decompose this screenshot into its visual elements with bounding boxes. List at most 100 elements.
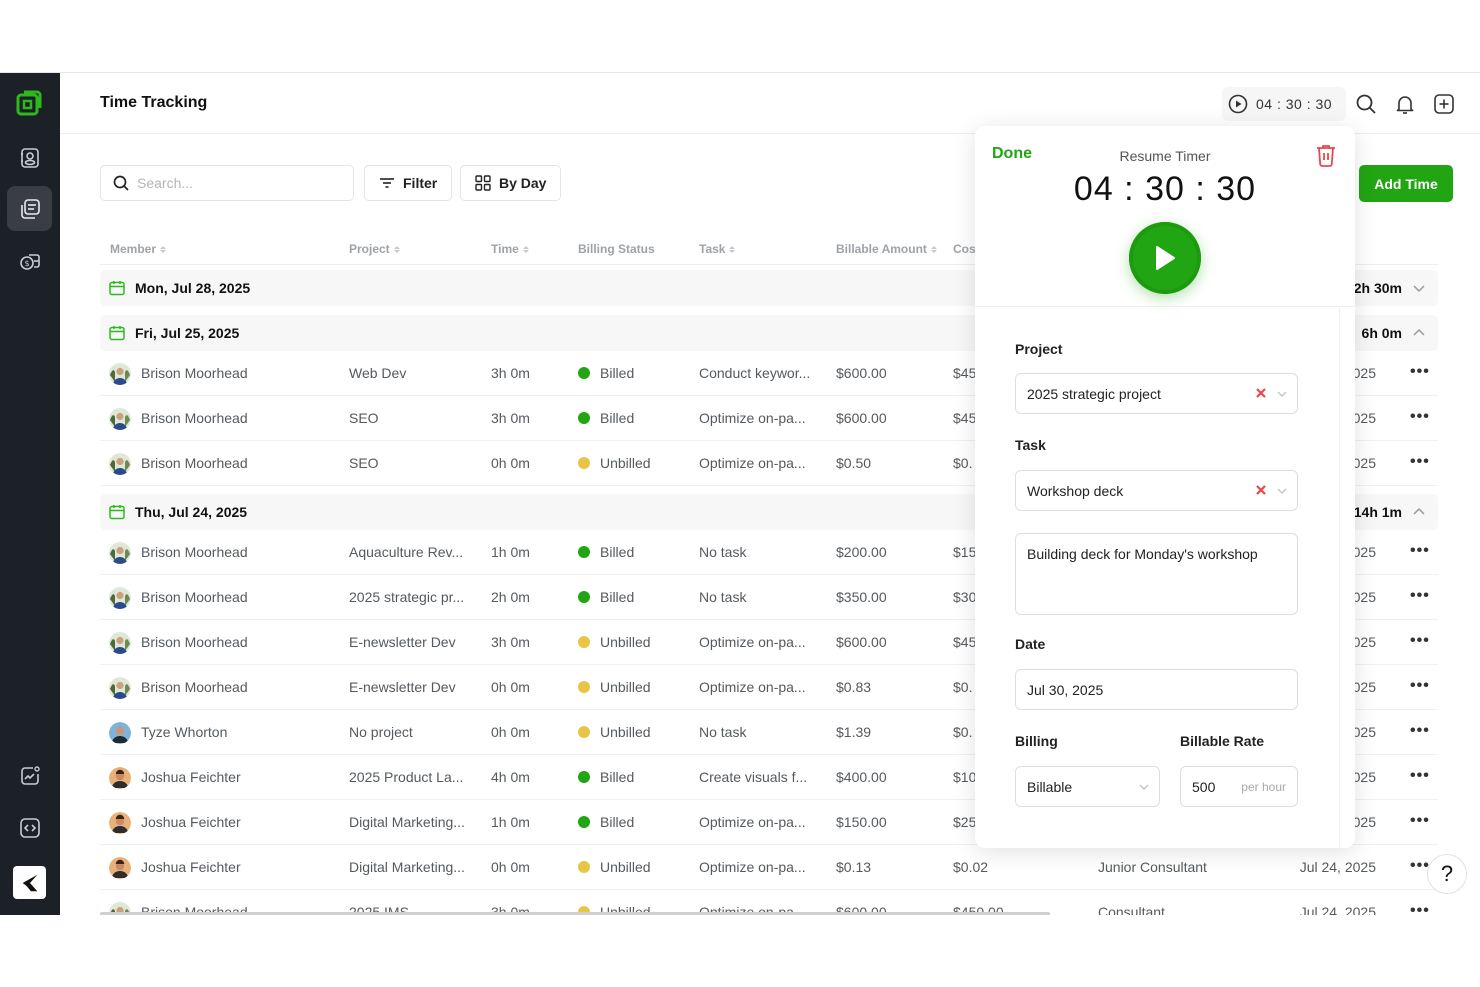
table-row[interactable]: Joshua Feichter Digital Marketing... 0h 0m… [100, 845, 1438, 890]
table-row[interactable]: Brison Moorhead Aquaculture Rev... 1h 0m Bi… [100, 530, 1438, 575]
search-box[interactable] [100, 165, 354, 201]
cost-value: $45 [953, 365, 977, 381]
more-options-icon[interactable]: ••• [1410, 857, 1430, 874]
sidebar-item-time-tracking[interactable] [7, 186, 52, 231]
bell-icon[interactable] [1394, 93, 1416, 115]
table-row[interactable]: Brison Moorhead Web Dev 3h 0m Billed Conduct… [100, 351, 1438, 396]
group-total: 6h 0m [1361, 325, 1402, 341]
add-time-button[interactable]: Add Time [1359, 165, 1453, 202]
play-button[interactable] [1129, 222, 1201, 294]
task-name: Optimize on-pa... [699, 679, 806, 695]
task-select[interactable]: Workshop deck [1015, 470, 1298, 511]
cost-value: $0. [953, 724, 973, 740]
sidebar-item-analytics[interactable] [7, 753, 52, 798]
table-row[interactable]: Brison Moorhead E-newsletter Dev 0h 0m Unbi… [100, 665, 1438, 710]
header-timer-value: 04 : 30 : 30 [1256, 96, 1333, 112]
billable-rate-input[interactable]: 500 per hour [1180, 766, 1298, 807]
view-by-day-button[interactable]: By Day [460, 165, 562, 201]
time-value: 0h 0m [491, 859, 530, 875]
more-options-icon[interactable]: ••• [1410, 408, 1430, 425]
search-input[interactable] [137, 175, 337, 191]
date-value: 025 [1352, 365, 1376, 381]
project-name: Digital Marketing... [349, 859, 465, 875]
clear-icon[interactable] [1253, 385, 1269, 401]
billing-select[interactable]: Billable [1015, 766, 1160, 807]
table-row[interactable]: Brison Moorhead E-newsletter Dev 3h 0m Unbi… [100, 620, 1438, 665]
more-options-icon[interactable]: ••• [1410, 902, 1430, 915]
sidebar-item-contacts[interactable] [7, 135, 52, 180]
table-row[interactable]: Brison Moorhead 2025 IMS 3h 0m Unbilled Opti… [100, 890, 1438, 915]
table-row[interactable]: Brison Moorhead SEO 3h 0m Billed Optimize on… [100, 396, 1438, 441]
column-header-member[interactable]: Member [110, 242, 167, 256]
status-label: Billed [600, 410, 635, 426]
column-label: Project [349, 242, 390, 256]
avatar [109, 812, 131, 834]
table-row[interactable]: Brison Moorhead 2025 strategic pr... 2h 0m… [100, 575, 1438, 620]
app-logo-icon[interactable] [16, 90, 42, 116]
status-label: Billed [600, 544, 635, 560]
brand-logo-icon[interactable] [13, 866, 46, 899]
chevron-down-icon[interactable] [1412, 281, 1426, 295]
clear-icon[interactable] [1253, 482, 1269, 498]
avatar [109, 408, 131, 430]
table-row[interactable]: Brison Moorhead SEO 0h 0m Unbilled Optimize … [100, 441, 1438, 486]
billing-status: Billed [578, 410, 634, 426]
member-name: Brison Moorhead [141, 634, 248, 650]
table-row[interactable]: Tyze Whorton No project 0h 0m Unbilled No ta… [100, 710, 1438, 755]
task-name: Optimize on-pa... [699, 455, 806, 471]
more-options-icon[interactable]: ••• [1410, 812, 1430, 829]
plus-square-icon[interactable] [1433, 93, 1455, 115]
table-row[interactable]: Joshua Feichter 2025 Product La... 4h 0m Bi… [100, 755, 1438, 800]
table-row[interactable]: Joshua Feichter Digital Marketing... 1h 0m… [100, 800, 1438, 845]
column-header-billable-amount[interactable]: Billable Amount [836, 242, 937, 256]
more-options-icon[interactable]: ••• [1410, 767, 1430, 784]
more-options-icon[interactable]: ••• [1410, 677, 1430, 694]
project-select[interactable]: 2025 strategic project [1015, 373, 1298, 414]
sort-icon [393, 245, 400, 253]
header-timer[interactable]: 04 : 30 : 30 [1222, 87, 1346, 121]
code-icon [19, 817, 40, 838]
column-header-cost[interactable]: Cost [953, 242, 980, 256]
more-options-icon[interactable]: ••• [1410, 453, 1430, 470]
more-options-icon[interactable]: ••• [1410, 632, 1430, 649]
sidebar-item-billing[interactable]: $ [7, 238, 52, 283]
done-button[interactable]: Done [992, 145, 1032, 162]
notes-textarea[interactable] [1015, 533, 1298, 615]
modal-header: Resume Timer Done 04 : 30 : 30 [975, 126, 1355, 307]
avatar [109, 363, 131, 385]
sort-icon [522, 245, 529, 253]
date-value: 025 [1352, 679, 1376, 695]
calendar-icon [109, 326, 125, 341]
time-value: 0h 0m [491, 455, 530, 471]
task-name: Optimize on-pa... [699, 634, 806, 650]
filter-button[interactable]: Filter [364, 165, 453, 201]
date-input[interactable]: Jul 30, 2025 [1015, 669, 1298, 710]
column-header-project[interactable]: Project [349, 242, 400, 256]
project-name: E-newsletter Dev [349, 634, 456, 650]
more-options-icon[interactable]: ••• [1410, 722, 1430, 739]
billable-amount: $600.00 [836, 365, 887, 381]
search-icon[interactable] [1355, 93, 1377, 115]
date-value: Jul 30, 2025 [1027, 681, 1104, 698]
status-label: Billed [600, 814, 635, 830]
chevron-up-icon[interactable] [1412, 505, 1426, 519]
column-header-task[interactable]: Task [699, 242, 736, 256]
task-name: Create visuals f... [699, 769, 808, 785]
member-name: Joshua Feichter [141, 859, 241, 875]
status-dot-icon [578, 457, 590, 469]
sort-icon [729, 245, 736, 253]
chevron-down-icon [1277, 391, 1287, 397]
sidebar-item-developer[interactable] [7, 805, 52, 850]
horizontal-scrollbar[interactable] [100, 912, 1050, 915]
more-options-icon[interactable]: ••• [1410, 363, 1430, 380]
trash-icon[interactable] [1315, 143, 1337, 167]
chevron-up-icon[interactable] [1412, 326, 1426, 340]
more-options-icon[interactable]: ••• [1410, 542, 1430, 559]
resume-timer-modal: Resume Timer Done 04 : 30 : 30 Project 2… [975, 126, 1355, 848]
column-header-time[interactable]: Time [491, 242, 529, 256]
task-name: Conduct keywor... [699, 365, 811, 381]
column-label: Billable Amount [836, 242, 927, 256]
time-value: 3h 0m [491, 410, 530, 426]
more-options-icon[interactable]: ••• [1410, 587, 1430, 604]
help-button[interactable]: ? [1427, 854, 1467, 894]
